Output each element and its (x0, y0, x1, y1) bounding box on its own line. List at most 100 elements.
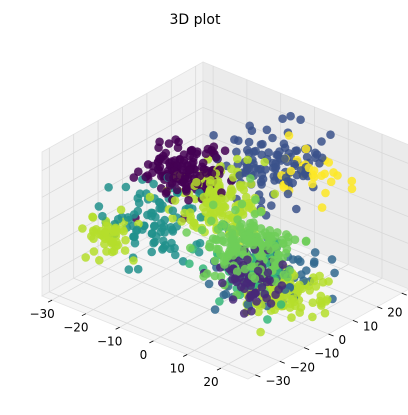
data-point (113, 214, 123, 224)
y-tick-mark (303, 347, 310, 351)
data-point (141, 172, 150, 182)
data-point (204, 279, 214, 289)
data-point (243, 255, 252, 264)
data-point (246, 174, 255, 183)
data-point (184, 195, 193, 205)
data-point (177, 162, 187, 171)
data-point (347, 184, 357, 194)
data-point (284, 131, 294, 140)
data-point (208, 200, 218, 210)
data-point (210, 271, 220, 281)
data-point (143, 160, 153, 169)
x-tick-mark (115, 326, 120, 330)
data-point (285, 266, 295, 275)
data-point (102, 247, 111, 256)
data-point (308, 312, 317, 322)
data-point (129, 232, 139, 241)
data-point (232, 242, 241, 251)
data-point (155, 137, 164, 147)
data-point (239, 277, 249, 287)
y-tick-label: −20 (290, 360, 315, 374)
data-point (168, 206, 178, 215)
y-tick-label: 0 (339, 333, 347, 347)
data-point (237, 199, 247, 209)
data-point (205, 239, 215, 248)
data-point (209, 131, 218, 140)
data-point (264, 148, 273, 157)
data-point (230, 274, 240, 284)
data-point (192, 177, 201, 187)
data-point (104, 183, 113, 192)
grid-line-y (49, 291, 256, 376)
data-point (149, 179, 158, 189)
data-point (147, 247, 156, 257)
data-point (171, 135, 180, 144)
data-point (271, 290, 280, 300)
data-point (160, 215, 169, 225)
data-point (134, 167, 143, 176)
data-point (301, 144, 311, 154)
x-tick-label: −10 (97, 334, 122, 348)
data-point (244, 137, 254, 147)
data-point (327, 255, 337, 264)
data-point (226, 187, 236, 196)
y-tick-mark (377, 306, 383, 310)
x-tick-label: 0 (140, 348, 148, 362)
data-point (260, 289, 270, 299)
data-point (279, 270, 288, 280)
data-point (317, 203, 327, 212)
data-point (121, 182, 131, 192)
data-point (228, 295, 238, 304)
data-point (311, 282, 321, 291)
data-point (286, 111, 295, 121)
data-point (119, 227, 128, 236)
data-point (284, 176, 293, 186)
data-point (320, 308, 330, 318)
data-point (108, 237, 117, 246)
x-tick-mark (183, 354, 188, 357)
data-point (94, 202, 104, 211)
data-point (164, 139, 174, 148)
data-point (256, 177, 266, 187)
data-point (132, 225, 142, 235)
data-point (205, 186, 215, 195)
data-point (155, 198, 165, 208)
data-point (220, 146, 230, 155)
data-point (302, 266, 311, 275)
data-point (273, 150, 283, 160)
data-point (189, 218, 199, 228)
data-point (232, 267, 242, 277)
data-point (326, 177, 336, 187)
data-point (255, 252, 265, 261)
data-point (130, 238, 140, 248)
data-point (233, 154, 242, 164)
data-point (243, 155, 252, 165)
data-point (166, 244, 175, 254)
data-point (207, 216, 216, 226)
data-point (308, 298, 318, 308)
data-point (240, 284, 249, 294)
data-point (101, 227, 110, 237)
data-point (270, 305, 280, 315)
data-point (235, 222, 245, 231)
data-point (261, 241, 271, 251)
grid-line-y (73, 277, 280, 362)
data-point (304, 163, 314, 173)
x-tick-label: −20 (63, 321, 88, 335)
data-point (315, 159, 324, 168)
data-point (81, 253, 90, 262)
data-point (121, 235, 130, 245)
data-point (111, 225, 120, 234)
data-point (189, 157, 198, 167)
data-point (249, 240, 258, 250)
data-point (257, 150, 267, 160)
data-point (88, 213, 98, 222)
data-point (239, 309, 249, 318)
data-point (185, 259, 194, 269)
data-point (211, 153, 221, 162)
grid-line-z (202, 80, 408, 164)
data-point (260, 157, 270, 167)
data-point (215, 297, 224, 306)
data-point (235, 180, 245, 190)
data-point (151, 212, 160, 222)
